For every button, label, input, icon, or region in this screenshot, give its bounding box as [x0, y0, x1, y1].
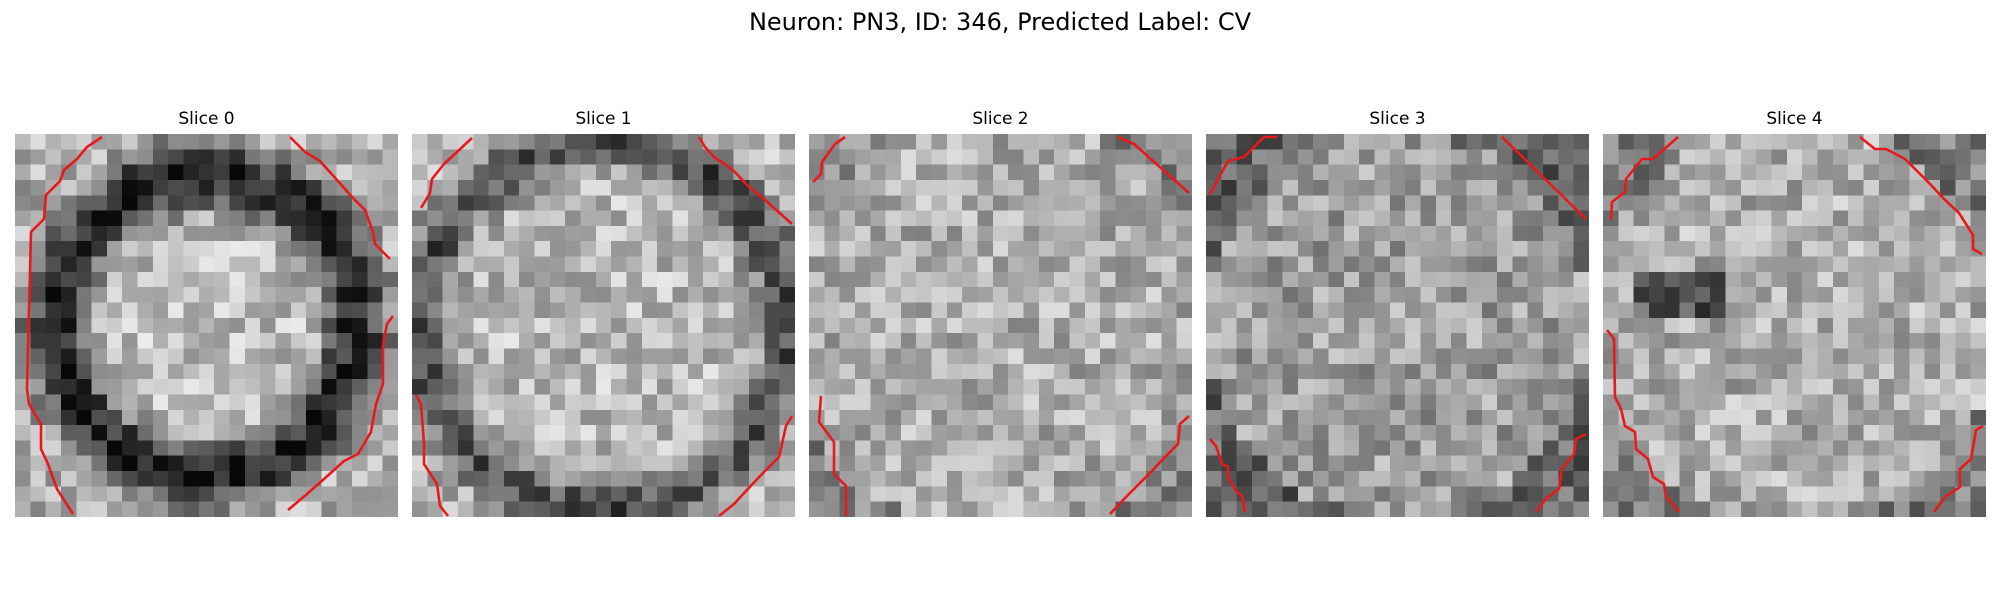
- slice-panel-4: Slice 4: [1603, 108, 1986, 517]
- contour-line-2: [287, 315, 395, 511]
- contour-overlay: [414, 136, 794, 517]
- slice-image: [1603, 134, 1986, 517]
- contour-line-0: [419, 137, 473, 209]
- slice-panel-3: Slice 3: [1206, 108, 1589, 517]
- slice-panel-0: Slice 0: [15, 108, 398, 517]
- slice-title: Slice 3: [1369, 109, 1426, 129]
- contour-line-1: [1117, 135, 1190, 194]
- slice-image: [809, 134, 1192, 517]
- contour-line-1: [1501, 136, 1587, 220]
- contour-line-1: [1859, 135, 1983, 256]
- slice-image: [1206, 134, 1589, 517]
- contour-line-2: [1605, 329, 1680, 513]
- contour-line-1: [697, 136, 793, 225]
- slice-image: [15, 134, 398, 517]
- slice-title: Slice 0: [178, 109, 235, 129]
- contour-line-0: [1609, 136, 1679, 221]
- slice-title: Slice 4: [1766, 109, 1823, 129]
- contour-line-2: [1209, 438, 1247, 513]
- slice-panel-1: Slice 1: [412, 108, 795, 517]
- slice-title: Slice 2: [972, 109, 1029, 129]
- contour-line-3: [1109, 415, 1190, 515]
- contour-line-3: [718, 415, 794, 517]
- contour-line-2: [414, 394, 450, 517]
- contour-line-2: [817, 395, 848, 516]
- contour-line-0: [812, 135, 846, 183]
- contour-line-0: [1208, 135, 1277, 195]
- contour-overlay: [1605, 135, 1984, 513]
- slice-panel-2: Slice 2: [809, 108, 1192, 517]
- contour-line-3: [1534, 432, 1587, 513]
- slice-title: Slice 1: [575, 109, 632, 129]
- contour-line-0: [25, 135, 103, 515]
- contour-line-1: [289, 136, 391, 260]
- figure-title: Neuron: PN3, ID: 346, Predicted Label: C…: [748, 8, 1252, 36]
- contour-overlay: [812, 135, 1190, 516]
- contour-line-3: [1932, 424, 1984, 513]
- slice-image: [412, 134, 795, 517]
- contour-overlay: [25, 135, 395, 515]
- contour-overlay: [1208, 135, 1587, 513]
